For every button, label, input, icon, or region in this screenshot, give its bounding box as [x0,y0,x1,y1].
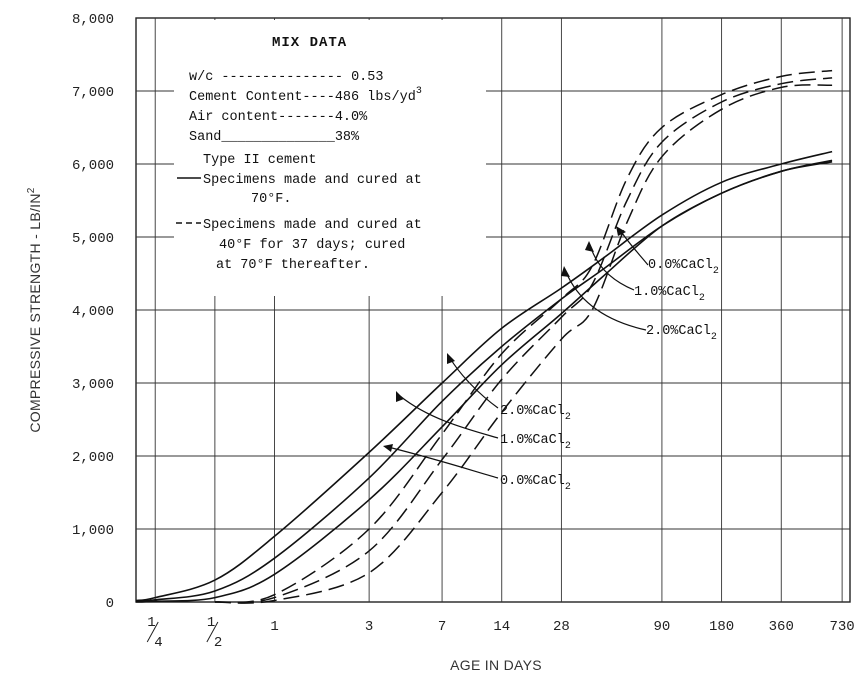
cement-content-row: Cement Content----486 lbs/yd3 [189,86,422,105]
arrowhead-lower-2pct [447,353,455,364]
dashed-legend-line2: 40°F for 37 days; cured [219,238,405,253]
solid-curve-0-0pct [135,161,833,603]
y-tick-label: 5,000 [72,231,114,247]
arrowhead-lower-1pct [396,391,404,402]
lower-label-2pct-text: 2.0%CaCl [500,404,565,419]
upper-label-2pct: 2.0%CaCl2 [646,324,717,343]
x-tick-fraction: 14 [146,615,163,651]
x-tick-fraction-bar [206,621,219,643]
x-tick-denominator: 2 [214,635,222,651]
mix-data-title: MIX DATA [272,35,347,51]
dashed-curve-0-0pct [214,84,833,604]
x-tick-label: 360 [769,619,794,635]
tick-labels: 0 1,000 2,000 3,000 4,000 5,000 6,000 7,000 8,00… [72,12,855,651]
y-tick-label: 4,000 [72,304,114,320]
x-tick-numerator: 1 [207,615,215,631]
lower-label-1pct: 1.0%CaCl2 [500,433,571,452]
upper-label-2pct-sub: 2 [711,332,717,343]
y-axis-title-text: COMPRESSIVE STRENGTH - LB/IN [27,193,43,432]
x-tick-numerator: 1 [147,615,155,631]
cement-content: Cement Content----486 lbs/yd [189,90,416,105]
dashed-legend-line3: at 70°F thereafter. [216,258,370,273]
x-tick-label: 1 [270,619,278,635]
leader-upper-2pct [565,271,647,331]
y-tick-label: 0 [106,596,114,612]
air-content-row: Air content-------4.0% [189,110,368,125]
lower-label-1pct-text: 1.0%CaCl [500,433,565,448]
lower-curve-labels: 2.0%CaCl2 1.0%CaCl2 0.0%CaCl2 [500,404,571,493]
upper-label-0pct: 0.0%CaCl2 [648,258,719,277]
dashed-curve-1-0pct [214,77,833,604]
solid-legend-line2: 70°F. [251,192,292,207]
x-tick-denominator: 4 [154,635,162,651]
wc-leader: --------------- [221,70,343,85]
upper-label-1pct-sub: 2 [699,293,705,304]
cement-type-row: Type II cement [203,153,316,168]
upper-label-1pct: 1.0%CaCl2 [634,285,705,304]
y-tick-label: 6,000 [72,158,114,174]
lower-label-1pct-sub: 2 [565,441,571,452]
x-tick-fraction-bar [146,621,159,643]
y-axis-title-sup: 2 [26,187,37,193]
arrowhead-lower-0pct [383,444,393,452]
curves [135,69,833,604]
x-tick-label: 7 [438,619,446,635]
leader-lines [387,229,649,479]
wc-row: w/c --------------- 0.53 [189,70,383,85]
x-tick-fraction: 12 [206,615,222,651]
upper-label-0pct-text: 0.0%CaCl [648,258,713,273]
upper-curve-labels: 0.0%CaCl2 1.0%CaCl2 2.0%CaCl2 [634,258,719,343]
x-tick-label: 730 [830,619,855,635]
leader-lower-0pct [387,446,499,479]
y-tick-label: 1,000 [72,523,114,539]
lower-label-0pct-sub: 2 [565,482,571,493]
wc-label: w/c [189,70,213,85]
y-tick-label: 2,000 [72,450,114,466]
x-tick-label: 180 [709,619,734,635]
mix-data-box-bg [174,20,486,296]
y-tick-label: 3,000 [72,377,114,393]
x-tick-label: 3 [365,619,373,635]
arrowheads [383,226,626,452]
solid-curve-2-0pct [135,150,833,602]
lower-label-0pct: 0.0%CaCl2 [500,474,571,493]
cement-sup: 3 [416,86,422,97]
arrowhead-upper-2pct [561,266,570,277]
upper-label-0pct-sub: 2 [713,266,719,277]
lower-label-0pct-text: 0.0%CaCl [500,474,565,489]
y-tick-label: 7,000 [72,85,114,101]
y-tick-label: 8,000 [72,12,114,28]
lower-label-2pct: 2.0%CaCl2 [500,404,571,423]
x-tick-label: 14 [493,619,510,635]
arrowhead-upper-0pct [616,226,626,236]
dashed-legend-line1: Specimens made and cured at [203,218,422,233]
sand-row: Sand______________38% [189,130,360,145]
wc-value: 0.53 [351,70,383,85]
lower-label-2pct-sub: 2 [565,412,571,423]
leader-lower-2pct [449,357,499,409]
x-tick-label: 28 [553,619,570,635]
upper-label-2pct-text: 2.0%CaCl [646,324,711,339]
x-tick-label: 90 [654,619,671,635]
x-axis-title: AGE IN DAYS [450,657,542,673]
mix-data-box: MIX DATA w/c --------------- 0.53 Cement… [174,20,486,296]
solid-legend-line1: Specimens made and cured at [203,173,422,188]
dashed-curve-2-0pct [214,69,833,604]
leader-lower-1pct [399,395,499,439]
upper-label-1pct-text: 1.0%CaCl [634,285,699,300]
arrowhead-upper-1pct [585,241,594,252]
y-axis-title: COMPRESSIVE STRENGTH - LB/IN2 [26,187,43,432]
